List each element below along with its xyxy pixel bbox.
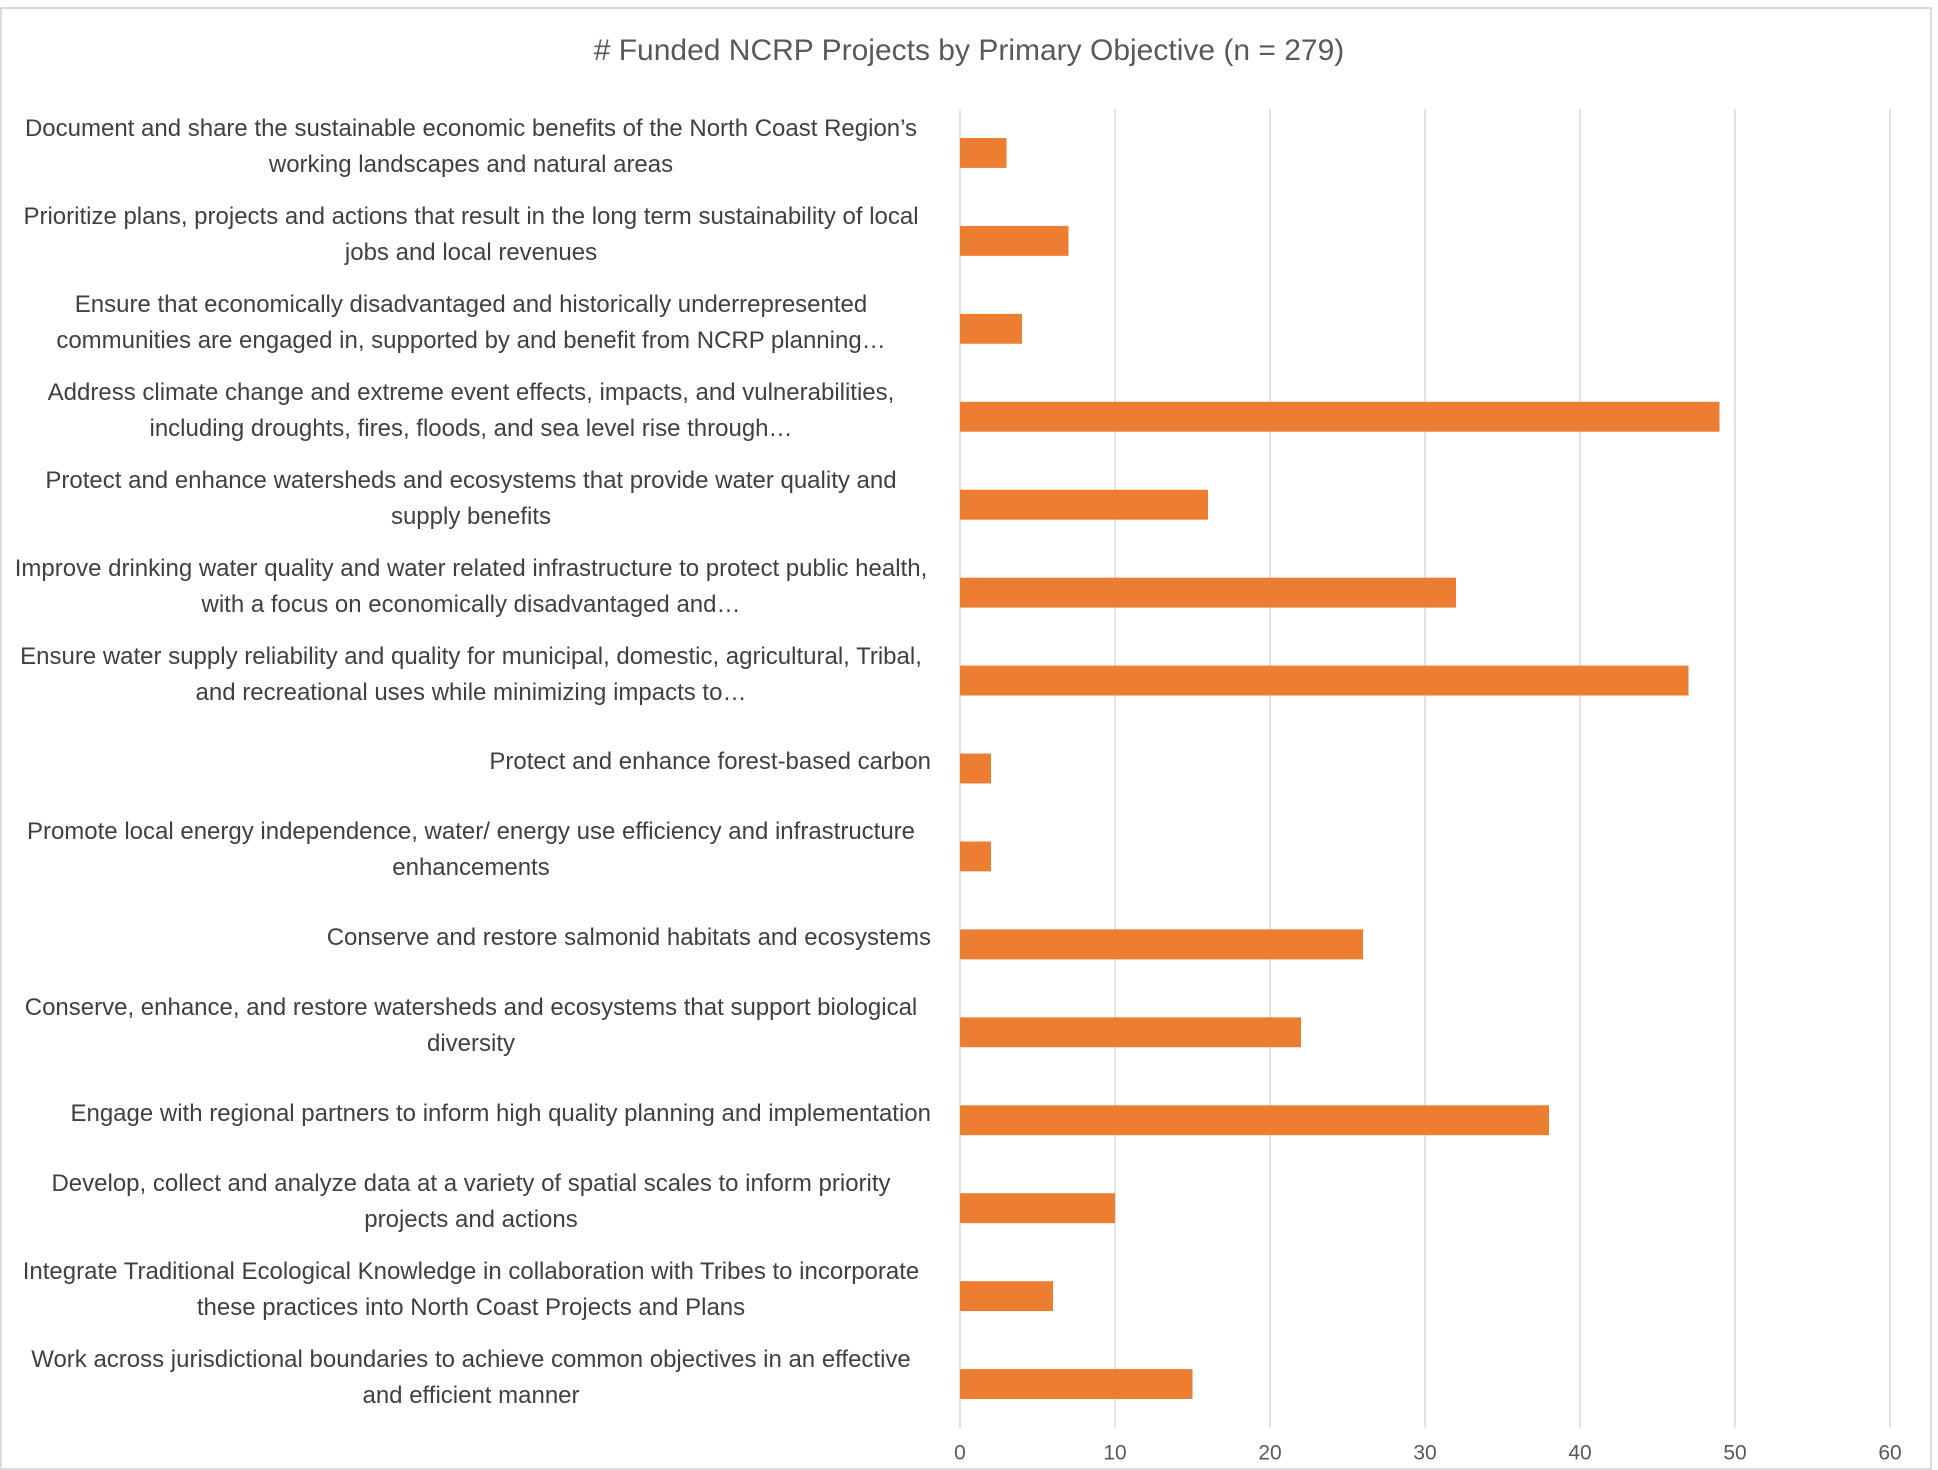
category-label-box: Prioritize plans, projects and actions t… <box>11 191 931 279</box>
category-label-box: Protect and enhance watersheds and ecosy… <box>11 455 931 543</box>
x-tick-label: 60 <box>1878 1442 1901 1465</box>
category-label: Ensure that economically disadvantaged a… <box>56 290 886 354</box>
x-tick-label: 10 <box>1103 1442 1126 1465</box>
category-label: Conserve and restore salmonid habitats a… <box>326 924 931 952</box>
category-label: Document and share the sustainable econo… <box>24 114 918 178</box>
category-label-box: Ensure that economically disadvantaged a… <box>11 279 931 367</box>
bar <box>960 313 1022 344</box>
bar <box>960 138 1007 168</box>
category-label: Work across jurisdictional boundaries to… <box>31 1346 911 1410</box>
bar <box>960 225 1069 256</box>
category-label: Protect and enhance watersheds and ecosy… <box>45 466 897 530</box>
bar <box>960 665 1689 696</box>
bar <box>960 1193 1115 1224</box>
bar <box>960 1369 1193 1399</box>
x-tick-label: 20 <box>1258 1442 1281 1465</box>
x-tick-label: 30 <box>1413 1442 1436 1465</box>
bar <box>960 401 1720 432</box>
category-label-box: Engage with regional partners to inform … <box>11 1070 931 1158</box>
bar <box>960 1281 1053 1312</box>
category-label-box: Develop, collect and analyze data at a v… <box>11 1158 931 1246</box>
category-label-box: Improve drinking water quality and water… <box>11 543 931 631</box>
category-label: Engage with regional partners to inform … <box>70 1100 931 1128</box>
bar <box>960 929 1363 960</box>
bar <box>960 1105 1549 1136</box>
category-label: Integrate Traditional Ecological Knowled… <box>22 1258 920 1322</box>
category-label-box: Ensure water supply reliability and qual… <box>11 631 931 719</box>
x-tick-label: 40 <box>1568 1442 1591 1465</box>
category-label-box: Work across jurisdictional boundaries to… <box>11 1334 931 1422</box>
category-label: Ensure water supply reliability and qual… <box>20 642 922 706</box>
category-label: Conserve, enhance, and restore watershed… <box>24 994 918 1058</box>
category-label: Promote local energy independence, water… <box>26 818 916 882</box>
category-label: Improve drinking water quality and water… <box>14 554 928 618</box>
chart-title: # Funded NCRP Projects by Primary Object… <box>594 34 1345 67</box>
category-label-box: Document and share the sustainable econo… <box>11 103 931 191</box>
chart-frame <box>0 7 1932 1470</box>
category-label-box: Protect and enhance forest-based carbon <box>11 719 931 807</box>
category-label: Protect and enhance forest-based carbon <box>489 748 931 776</box>
bar <box>960 841 991 872</box>
category-label: Address climate change and extreme event… <box>47 378 895 442</box>
category-label-box: Address climate change and extreme event… <box>11 367 931 455</box>
category-label-box: Conserve, enhance, and restore watershed… <box>11 982 931 1070</box>
bar <box>960 577 1456 608</box>
bar <box>960 489 1208 520</box>
category-label: Develop, collect and analyze data at a v… <box>51 1170 891 1234</box>
category-label-box: Promote local energy independence, water… <box>11 806 931 894</box>
category-label: Prioritize plans, projects and actions t… <box>23 202 919 266</box>
bar <box>960 1017 1301 1048</box>
x-tick-label: 0 <box>954 1442 966 1465</box>
bar <box>960 753 991 784</box>
category-label-box: Integrate Traditional Ecological Knowled… <box>11 1246 931 1334</box>
x-tick-label: 50 <box>1723 1442 1746 1465</box>
category-label-box: Conserve and restore salmonid habitats a… <box>11 894 931 982</box>
